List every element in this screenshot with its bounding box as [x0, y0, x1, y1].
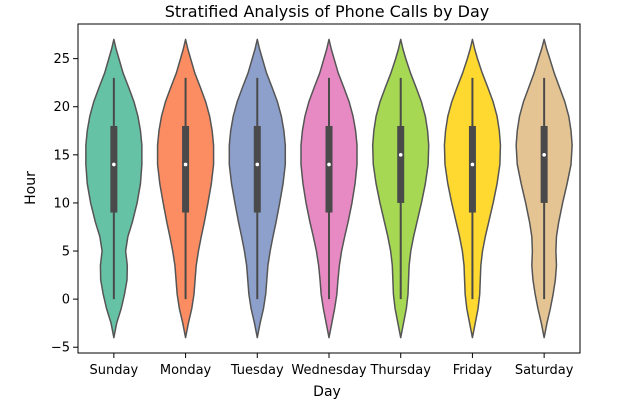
x-tick-label: Monday [160, 363, 212, 378]
y-tick-label: 10 [53, 196, 70, 211]
y-tick-label: 20 [53, 100, 70, 115]
violin-iqr-box [182, 125, 190, 213]
violin-tuesday [228, 38, 287, 339]
x-tick-label: Tuesday [230, 363, 284, 378]
violin-median-dot [183, 162, 188, 167]
violin-median-dot [470, 162, 475, 167]
y-tick-label: 0 [62, 293, 70, 308]
x-tick-label: Sunday [90, 363, 139, 378]
violin-iqr-box [540, 125, 548, 203]
x-axis: Sunday Monday Tuesday Wednesday Thursday Frid… [90, 353, 574, 378]
x-tick-label: Wednesday [291, 363, 367, 378]
violin-monday [156, 38, 215, 339]
violin-iqr-box [253, 125, 261, 213]
violin-iqr-box [468, 125, 476, 213]
violin-median-dot [398, 153, 403, 157]
violin-friday [443, 38, 502, 339]
y-axis: −5 0 5 10 15 20 25 [51, 52, 78, 356]
violin-iqr-box [397, 125, 405, 203]
violin-iqr-box [325, 125, 333, 213]
violin-median-dot [255, 162, 260, 167]
violin-median-dot [112, 162, 116, 167]
plot-frame [77, 23, 581, 354]
violin-median-dot [542, 153, 546, 157]
y-tick-label: 25 [53, 52, 70, 67]
violin-wednesday [300, 38, 358, 339]
violins-layer [85, 38, 573, 339]
violin-thursday [371, 38, 430, 339]
x-tick-label: Friday [453, 363, 493, 378]
violin-iqr-box [110, 125, 118, 213]
y-tick-label: 5 [62, 245, 70, 260]
chart-title: Stratified Analysis of Phone Calls by Da… [165, 2, 489, 21]
x-tick-label: Saturday [515, 363, 574, 378]
x-axis-label: Day [313, 384, 341, 400]
y-tick-label: 15 [53, 148, 70, 163]
violin-saturday [515, 38, 573, 339]
x-tick-label: Thursday [369, 363, 431, 378]
y-axis-label: Hour [23, 171, 39, 205]
y-tick-label: −5 [51, 341, 70, 356]
violin-sunday [85, 38, 143, 339]
violin-median-dot [327, 162, 331, 167]
